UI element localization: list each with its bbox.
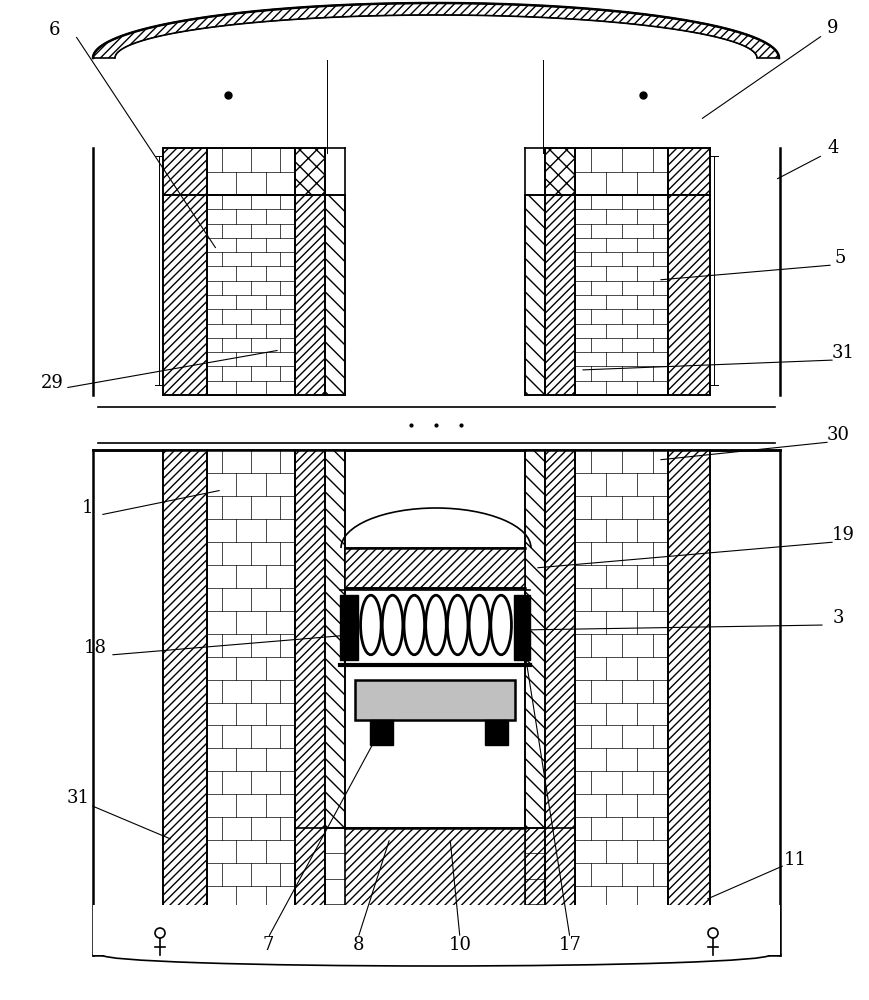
Circle shape [708, 928, 718, 938]
Text: 31: 31 [67, 789, 90, 807]
Bar [370, 720, 393, 745]
Bar [345, 548, 525, 588]
Bar [485, 720, 508, 745]
Bar [325, 828, 345, 955]
Bar [355, 680, 515, 720]
Bar [545, 450, 575, 955]
Bar [207, 195, 295, 395]
Text: 6: 6 [50, 21, 61, 39]
Bar [668, 195, 710, 395]
Bar [668, 450, 710, 955]
Bar [207, 450, 295, 955]
Ellipse shape [103, 944, 770, 966]
Bar [545, 195, 575, 395]
Text: 18: 18 [83, 639, 107, 657]
Text: 30: 30 [826, 426, 850, 444]
Bar [207, 148, 295, 195]
Bar [325, 828, 545, 955]
Bar [545, 148, 575, 195]
Bar [345, 885, 525, 955]
Text: 11: 11 [784, 851, 806, 869]
Text: 19: 19 [832, 526, 854, 544]
Polygon shape [93, 3, 779, 58]
Bar [575, 148, 668, 195]
Bar [163, 195, 207, 395]
Text: 10: 10 [448, 936, 472, 954]
Bar [575, 450, 668, 955]
Bar [93, 905, 780, 955]
Bar [163, 450, 207, 955]
Bar [295, 195, 325, 395]
Bar [325, 195, 345, 395]
Bar [525, 828, 545, 955]
Bar [668, 148, 710, 195]
Bar [575, 195, 668, 395]
Text: 29: 29 [41, 374, 63, 392]
Bar [340, 595, 358, 660]
Bar [295, 450, 325, 955]
Bar [163, 148, 207, 195]
Bar [295, 148, 325, 195]
Bar [525, 195, 545, 395]
Text: 31: 31 [832, 344, 854, 362]
Text: 8: 8 [352, 936, 364, 954]
Text: 7: 7 [262, 936, 274, 954]
Bar [345, 828, 525, 950]
Bar [514, 595, 530, 660]
Text: 4: 4 [827, 139, 839, 157]
Circle shape [155, 928, 165, 938]
Bar [525, 450, 545, 955]
Text: 9: 9 [827, 19, 839, 37]
Text: 3: 3 [833, 609, 844, 627]
Text: 17: 17 [559, 936, 581, 954]
Text: 1: 1 [83, 499, 94, 517]
Bar [325, 450, 345, 955]
Text: 5: 5 [834, 249, 846, 267]
